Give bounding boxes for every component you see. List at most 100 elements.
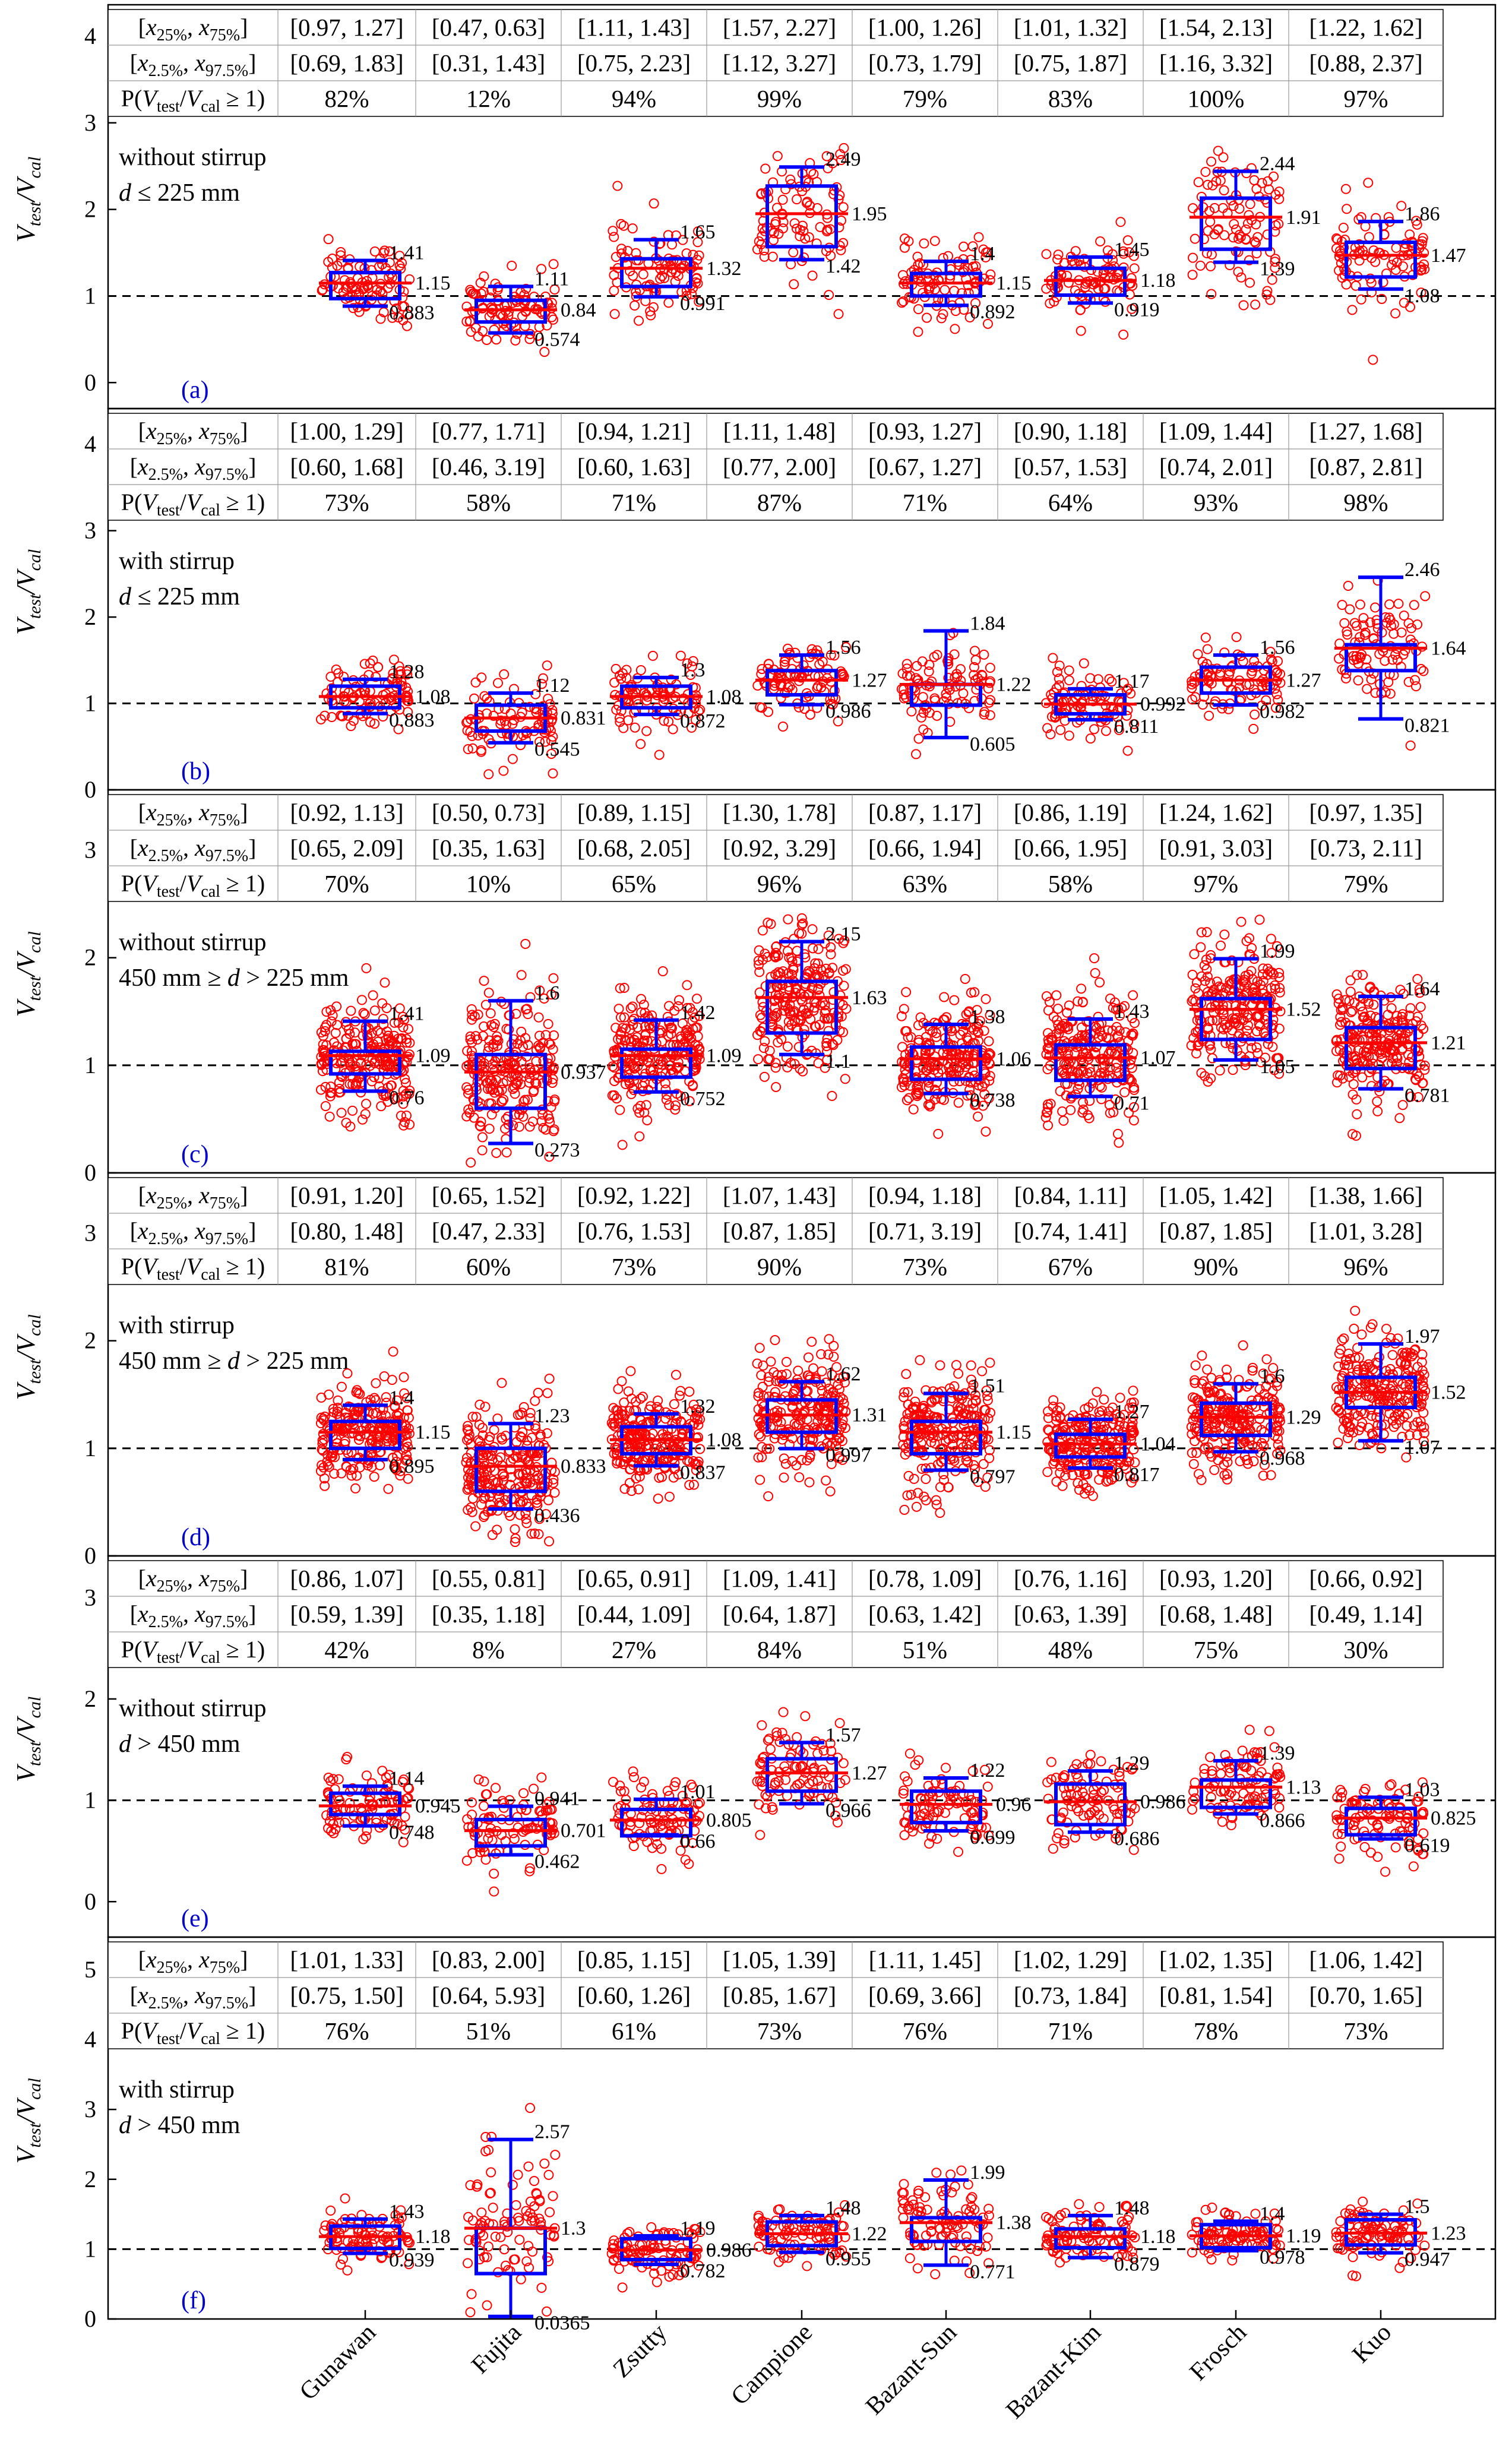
data-point	[521, 728, 532, 739]
table-cell: [0.87, 1.85]	[1159, 1217, 1273, 1245]
table-frame	[107, 413, 1444, 521]
y-axis-label: Vtest/Vcal	[11, 549, 45, 635]
data-point	[402, 669, 413, 680]
data-point	[618, 220, 629, 231]
data-point	[1041, 249, 1052, 260]
data-point	[514, 698, 524, 708]
data-point	[477, 326, 488, 337]
whisker-high-label: 1.64	[1405, 978, 1440, 1000]
whisker-low-label: 0.738	[970, 1089, 1016, 1111]
condition-line: with stirrup	[119, 548, 235, 575]
data-point	[1338, 222, 1349, 233]
data-point	[339, 672, 349, 682]
y-tick-label: 1	[84, 282, 96, 309]
data-point	[760, 226, 770, 236]
table-row-label: [x2.5%, x97.5%]	[130, 49, 257, 80]
table-cell: [1.07, 1.43]	[723, 1182, 836, 1209]
data-point	[339, 275, 350, 286]
whisker-high-label: 1.28	[389, 661, 425, 683]
median-label: 1.31	[852, 1404, 887, 1426]
box-zsutty: 1.651.320.991	[608, 181, 742, 326]
whisker-low-label: 0.76	[389, 1087, 425, 1109]
iqr-box	[910, 271, 982, 298]
whisker-low-label: 0.574	[534, 329, 580, 351]
whisker-low-label: 0.997	[825, 1444, 871, 1466]
data-point	[1341, 279, 1352, 290]
table-cell: [0.90, 1.18]	[1014, 417, 1127, 445]
data-point	[388, 668, 398, 679]
table-cell: [0.94, 1.21]	[577, 417, 691, 445]
table-cell: [1.57, 2.27]	[723, 14, 836, 41]
data-point	[1203, 179, 1213, 190]
table-cell: [0.74, 1.41]	[1014, 1217, 1127, 1245]
table-cell: [0.75, 2.23]	[577, 49, 691, 77]
data-point	[1190, 233, 1200, 244]
data-point	[1187, 270, 1198, 280]
table-cell: 96%	[757, 870, 802, 897]
table-cell: [0.76, 1.53]	[577, 1217, 691, 1245]
data-point	[501, 719, 511, 730]
whisker-low-label: 1.42	[825, 255, 861, 277]
data-point	[752, 244, 763, 255]
table-cell: [0.97, 1.27]	[290, 14, 403, 41]
table-cell: 97%	[1194, 870, 1238, 897]
y-tick-label: 0	[84, 1542, 96, 1569]
data-point	[838, 202, 849, 213]
whisker-low-label: 0.895	[389, 1456, 435, 1477]
median-label: 1.22	[996, 674, 1032, 696]
data-point	[375, 314, 386, 324]
table-row-label: P(Vtest/Vcal ≥ 1)	[121, 1253, 265, 1284]
data-point	[317, 285, 327, 296]
data-point	[913, 327, 923, 337]
y-tick-label: 0	[84, 369, 96, 396]
table-cell: 79%	[1343, 870, 1388, 897]
data-point	[922, 312, 932, 323]
table-cell: 90%	[757, 1253, 802, 1280]
whisker-high-label: 1.56	[825, 637, 861, 659]
data-point	[929, 284, 940, 295]
data-point	[1099, 273, 1110, 283]
whisker-low-label: 0.892	[970, 301, 1016, 323]
table-cell: [0.60, 1.68]	[290, 453, 403, 480]
table-cell: [0.80, 1.48]	[290, 1217, 403, 1245]
data-point	[394, 251, 405, 261]
data-point	[399, 301, 410, 312]
data-point	[1238, 300, 1249, 311]
data-point	[789, 218, 800, 229]
data-point	[542, 298, 553, 308]
data-point	[483, 769, 494, 780]
data-point	[1417, 236, 1428, 246]
median-label: 1.18	[1140, 270, 1176, 292]
median-label: 0.84	[561, 299, 596, 321]
table-cell: [0.92, 1.13]	[290, 799, 403, 826]
data-point	[985, 275, 995, 286]
data-point	[1228, 201, 1239, 211]
table-cell: [0.91, 3.03]	[1159, 834, 1273, 862]
data-point	[802, 197, 812, 207]
table-cell: [0.91, 1.20]	[290, 1182, 403, 1209]
data-point	[800, 233, 811, 244]
median-label: 1.09	[415, 1045, 451, 1067]
table-cell: 99%	[757, 85, 802, 112]
whisker-low-label: 0.605	[970, 733, 1016, 755]
data-point	[486, 302, 496, 313]
data-point	[824, 290, 834, 300]
data-point	[628, 270, 638, 281]
data-point	[1218, 152, 1229, 163]
data-point	[534, 736, 545, 747]
table-cell: 94%	[612, 85, 656, 112]
data-point	[1244, 255, 1254, 265]
median-label: 1.27	[1286, 669, 1321, 691]
data-point	[546, 735, 556, 746]
y-tick-label: 3	[84, 1220, 96, 1246]
data-point	[980, 252, 991, 262]
data-point	[1076, 325, 1086, 336]
data-point	[383, 694, 394, 704]
data-point	[929, 236, 940, 246]
box-gunawan: 1.281.080.883	[315, 654, 451, 735]
whisker-high-label: 1.23	[534, 1405, 570, 1427]
data-point	[323, 257, 334, 267]
